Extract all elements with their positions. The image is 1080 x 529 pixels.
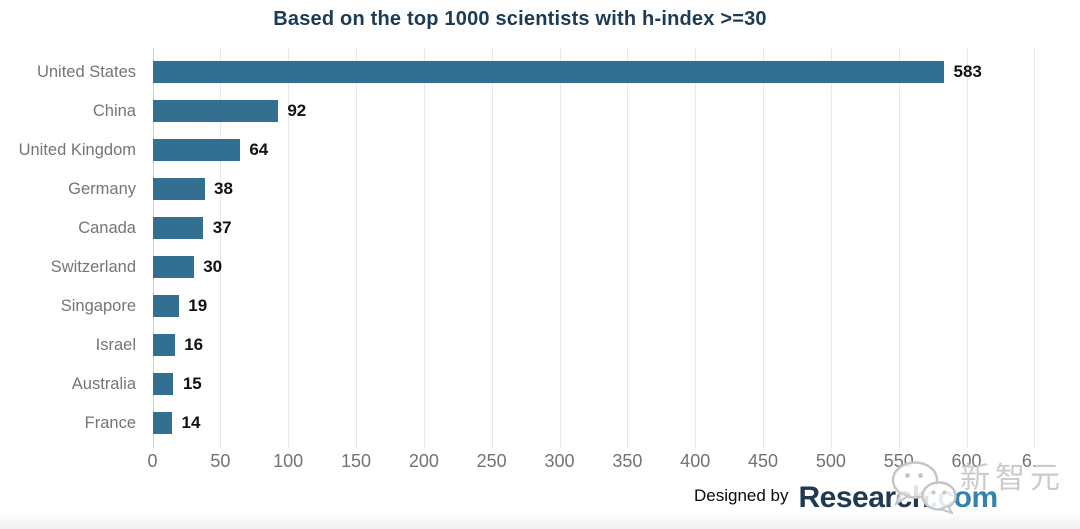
gridline	[559, 48, 561, 448]
designed-by-label: Designed by	[694, 486, 789, 505]
x-tick-label: 200	[408, 451, 439, 471]
category-label: Germany	[68, 180, 136, 198]
x-tick-label: 300	[544, 451, 575, 471]
bar-china[interactable]	[153, 100, 278, 122]
gridline	[763, 48, 765, 448]
value-label: 38	[214, 179, 233, 198]
x-tick-label: 6...	[1021, 451, 1047, 471]
x-tick-label: 50	[210, 451, 231, 471]
bar-united-states[interactable]	[153, 61, 944, 83]
category-label: United States	[36, 63, 136, 81]
bar-switzerland[interactable]	[153, 256, 194, 278]
value-label: 16	[184, 335, 204, 354]
bar-germany[interactable]	[153, 178, 205, 200]
bar-singapore[interactable]	[153, 295, 179, 317]
bar-canada[interactable]	[153, 217, 204, 239]
value-label: 37	[212, 218, 232, 237]
gridline	[830, 48, 832, 448]
brand-tld: .com	[929, 481, 999, 514]
x-tick-label: 600	[951, 451, 982, 471]
gridline	[288, 48, 290, 448]
value-label: 92	[287, 101, 307, 120]
category-label: Australia	[71, 375, 136, 393]
category-label: Israel	[95, 336, 136, 354]
value-label: 64	[249, 140, 269, 159]
category-label: Switzerland	[50, 258, 136, 276]
category-label: United Kingdom	[18, 141, 136, 159]
gridline	[491, 48, 493, 448]
value-label: 30	[203, 257, 223, 276]
x-tick-label: 350	[612, 451, 643, 471]
gridline	[423, 48, 425, 448]
footer: Designed by Research.com	[694, 481, 998, 515]
value-label: 14	[181, 413, 201, 432]
gridline	[1034, 48, 1036, 448]
gridline	[966, 48, 968, 448]
bar-israel[interactable]	[153, 334, 175, 356]
y-axis-line	[152, 48, 154, 448]
bar-australia[interactable]	[153, 373, 174, 395]
x-tick-label: 250	[476, 451, 507, 471]
x-tick-label: 400	[680, 451, 711, 471]
x-tick-label: 150	[340, 451, 372, 471]
x-tick-label: 450	[748, 451, 779, 471]
value-label: 15	[182, 374, 202, 393]
research-com-logo[interactable]: Research.com	[798, 481, 999, 514]
x-tick-label: 500	[815, 451, 846, 471]
x-tick-label: 550	[883, 451, 914, 471]
chart-title: Based on the top 1000 scientists with h-…	[273, 8, 767, 30]
gridline	[695, 48, 697, 448]
category-label: Singapore	[60, 297, 136, 315]
category-label: France	[84, 414, 136, 432]
x-tick-label: 100	[273, 451, 304, 471]
bar-france[interactable]	[153, 412, 172, 434]
gridline	[356, 48, 358, 448]
gridline	[627, 48, 629, 448]
bar-united-kingdom[interactable]	[153, 139, 240, 161]
value-label: 19	[188, 296, 208, 315]
category-label: Canada	[78, 219, 136, 237]
category-label: China	[92, 102, 136, 120]
gridline	[898, 48, 900, 448]
value-label: 583	[953, 62, 982, 81]
brand-name: Research	[798, 481, 931, 514]
bottom-gradient	[0, 511, 1080, 529]
gridline	[220, 48, 222, 448]
x-tick-label: 0	[147, 451, 158, 471]
